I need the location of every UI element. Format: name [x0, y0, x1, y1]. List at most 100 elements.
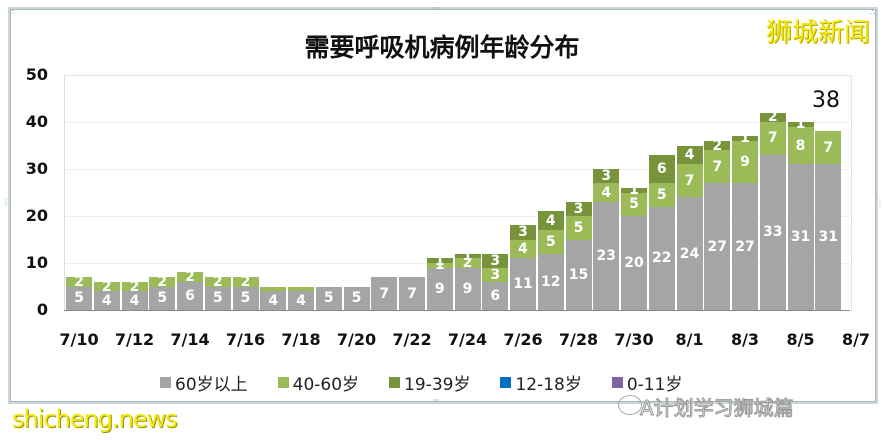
- bar-segment: 7: [759, 122, 786, 155]
- data-label: 3: [573, 200, 584, 217]
- y-tick-label: 50: [25, 65, 48, 84]
- bar-segment: 4: [676, 145, 703, 165]
- data-label: 5: [656, 186, 667, 203]
- stacked-bar: 4: [260, 286, 287, 310]
- bar-segment: 1: [621, 183, 647, 197]
- bar-segment: 5: [343, 286, 370, 310]
- bar-segment: 2: [149, 273, 176, 290]
- data-label: 5: [351, 290, 362, 307]
- data-label: 15: [568, 266, 589, 283]
- data-label: 2: [129, 278, 140, 295]
- x-tick-label: 8/7: [841, 330, 871, 349]
- bar-segment: 22: [648, 206, 675, 310]
- bar-segment: 27: [732, 183, 758, 310]
- bar-segment: 4: [121, 291, 148, 310]
- gridline: [64, 169, 850, 170]
- bar-segment: 9: [732, 140, 758, 184]
- data-label: 7: [684, 172, 695, 189]
- legend-swatch-icon: [160, 377, 171, 388]
- resize-handle-right[interactable]: ⋮: [876, 198, 884, 207]
- data-label: 33: [763, 224, 783, 241]
- stacked-bar: 20 5 1: [621, 183, 647, 310]
- bar-segment: 2: [121, 278, 148, 295]
- bar-segment: 24: [676, 197, 703, 310]
- gridline: [64, 216, 850, 217]
- data-label: 1: [740, 130, 750, 147]
- data-label: 2: [462, 255, 473, 271]
- bar-segment: 5: [204, 286, 231, 310]
- bar-segment: 2: [454, 255, 481, 271]
- bar-segment: 7: [704, 150, 731, 184]
- data-label: 5: [74, 290, 84, 307]
- bar-segment: 3: [482, 266, 509, 283]
- bar-segment: 9: [426, 267, 453, 310]
- x-tick-label: 7/26: [503, 330, 543, 349]
- bar-segment: 4: [93, 291, 120, 310]
- bar-segment: 2: [93, 280, 120, 294]
- legend-label: 12-18岁: [515, 375, 582, 395]
- y-tick-label: 20: [25, 206, 48, 225]
- x-tick-label: 7/30: [614, 330, 654, 349]
- stacked-bar: 7: [399, 277, 425, 310]
- data-label: 4: [684, 146, 695, 163]
- data-label: 5: [157, 290, 168, 307]
- data-label: 3: [490, 252, 501, 269]
- legend-swatch-icon: [389, 377, 401, 388]
- x-tick-label: 7/12: [114, 330, 155, 349]
- bar-segment: 4: [537, 211, 564, 231]
- bar-segment: 15: [565, 239, 592, 310]
- stacked-bar: 27 7 2: [704, 139, 731, 310]
- wechat-icon: [618, 395, 642, 415]
- y-tick-label: 40: [25, 112, 48, 131]
- bar-segment: 27: [704, 183, 731, 310]
- bar-segment: 3: [510, 225, 536, 240]
- data-label: 27: [707, 238, 727, 255]
- stacked-bar: 22 5 6: [648, 154, 675, 310]
- data-label: 7: [407, 285, 417, 302]
- data-label: 7: [379, 285, 390, 302]
- resize-handle-top[interactable]: ····: [432, 4, 439, 13]
- data-label: 2: [157, 273, 168, 290]
- data-label: 31: [790, 229, 811, 246]
- bar-segment: 5: [565, 216, 592, 240]
- data-label: 7: [712, 158, 723, 175]
- bar-segment: 31: [815, 164, 842, 310]
- legend-label: 60岁以上: [175, 375, 248, 395]
- data-label: 7: [767, 130, 778, 147]
- stacked-bar: 31 8 1: [787, 117, 814, 310]
- data-label: 9: [740, 153, 750, 170]
- y-tick-label: 30: [25, 159, 48, 178]
- stacked-bar: 15 5 3: [565, 200, 592, 310]
- data-label: 7: [823, 139, 834, 156]
- data-label: 2: [767, 109, 778, 126]
- legend-item-40-60: 40-60岁: [277, 370, 359, 395]
- data-label: 4: [296, 292, 306, 309]
- bar-segment: 5: [232, 286, 259, 310]
- legend-label: 19-39岁: [404, 375, 471, 395]
- bar-segment: 12: [537, 253, 564, 310]
- legend: 60岁以上 40-60岁 19-39岁 12-18岁 0-11岁: [160, 370, 682, 395]
- bar-segment: 33: [759, 154, 786, 310]
- resize-handle-bottom[interactable]: ····: [432, 396, 439, 405]
- legend-swatch-icon: [611, 377, 623, 388]
- data-label: 5: [323, 290, 334, 307]
- x-tick-label: 7/20: [336, 330, 377, 349]
- bar-segment: 5: [621, 192, 647, 216]
- bar-segment: [288, 286, 314, 292]
- data-label: 3: [490, 266, 501, 283]
- data-label: 2: [240, 273, 251, 290]
- bar-segment: 9: [454, 267, 481, 310]
- resize-handle-left[interactable]: ⋮: [2, 198, 10, 207]
- resize-handle-top-left[interactable]: ∴: [10, 8, 15, 17]
- bar-segment: 3: [565, 200, 592, 217]
- bar-segment: 4: [510, 239, 536, 259]
- data-label: 2: [212, 273, 223, 290]
- bar-segment: 5: [648, 183, 675, 207]
- bar-segment: 2: [66, 275, 92, 289]
- plot-area: [64, 75, 852, 311]
- resize-handle-top-right[interactable]: ∴: [870, 8, 875, 17]
- bar-segment: 4: [260, 291, 287, 310]
- data-label: 1: [434, 257, 445, 274]
